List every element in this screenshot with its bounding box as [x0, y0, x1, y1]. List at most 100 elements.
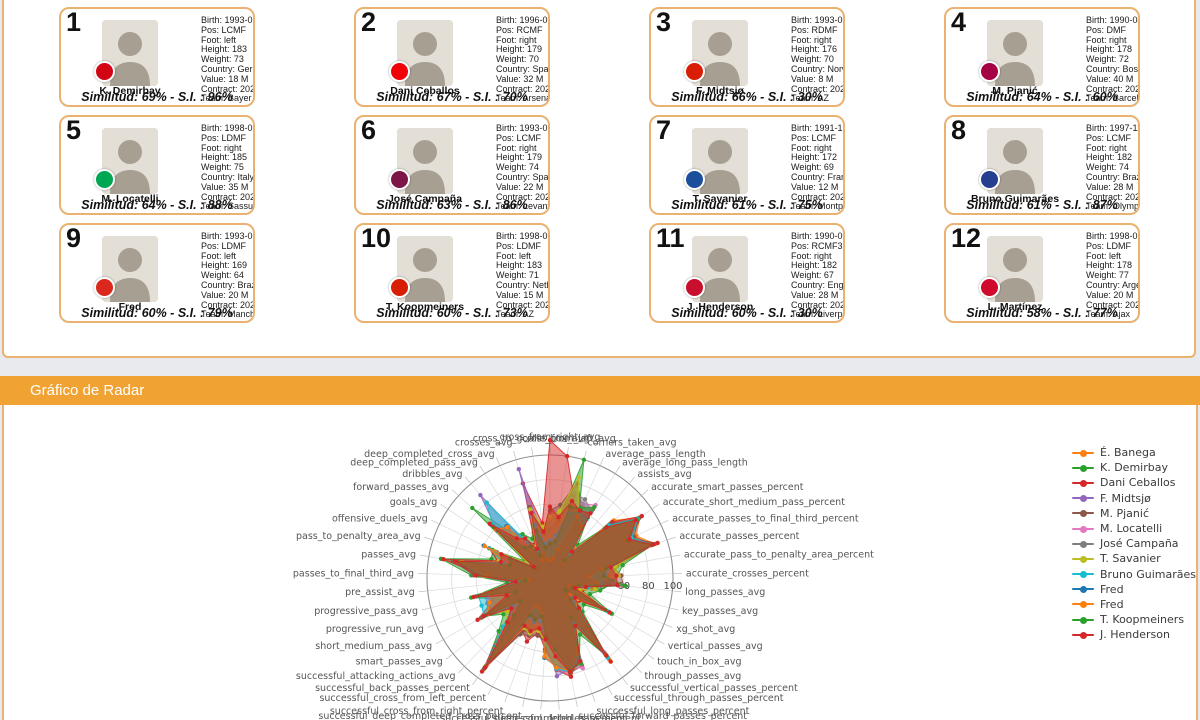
- radar-axis-label: successful_cross_from_right_percent: [330, 706, 504, 717]
- player-info-line: Value: 28 M: [791, 289, 839, 300]
- player-card[interactable]: 3 F. Midtsjø Birth: 1993-08-11Pos: RDMFFoo…: [649, 7, 845, 107]
- player-info-line: Foot: right: [496, 34, 537, 45]
- radar-axis-label: successful_cross_from_left_percent: [319, 693, 486, 704]
- player-info-line: Contract: 2023-06-30: [496, 83, 550, 94]
- radar-axis-label: deep_completed_cross_avg: [364, 449, 495, 460]
- axis-leader-line: [558, 701, 560, 710]
- radar-data-point: [623, 583, 628, 589]
- player-card[interactable]: 4 M. Pjanić Birth: 1990-04-02Pos: DMFFoot:…: [944, 7, 1140, 107]
- player-card[interactable]: 5 M. Locatelli Birth: 1998-01-08Pos: LDMFF…: [59, 115, 255, 215]
- legend-item: M. Pjanić: [1072, 506, 1196, 521]
- radar-axis-label: smart_passes_avg: [356, 657, 443, 668]
- radar-data-point: [535, 633, 540, 638]
- player-card[interactable]: 12 L. Martínez Birth: 1998-01-18Pos: LDMFF…: [944, 223, 1140, 323]
- radar-data-point: [607, 610, 612, 615]
- player-info-line: Value: 28 M: [1086, 181, 1134, 192]
- radar-axis-label: successful_long_passes_percent: [597, 706, 750, 717]
- radar-data-point: [509, 606, 514, 611]
- radar-data-point: [505, 620, 510, 625]
- player-info-line: Birth: 1998-01-18: [1086, 231, 1138, 241]
- radar-data-point: [639, 513, 644, 519]
- player-info-line: Team: AZ: [791, 93, 830, 104]
- radar-axis-label: short_medium_pass_avg: [315, 641, 432, 652]
- player-info-line: Contract: 2024-06-30: [1086, 191, 1140, 202]
- player-info-line: Foot: left: [201, 34, 237, 45]
- radar-data-point: [475, 617, 480, 622]
- radar-data-point: [593, 587, 598, 592]
- radar-data-point: [547, 504, 553, 509]
- radar-data-point: [529, 510, 534, 516]
- similarity-score: Similitud: 69% - S.I. : 96%: [81, 90, 233, 104]
- radar-data-point: [633, 518, 638, 523]
- player-info-line: Pos: LDMF: [1086, 240, 1132, 251]
- player-card[interactable]: 8 Bruno Guimarães Birth: 1997-11-16Pos: LC…: [944, 115, 1140, 215]
- player-card[interactable]: 2 Dani Ceballos Birth: 1996-08-07Pos: RCMF…: [354, 7, 550, 107]
- legend-marker-icon: [1072, 600, 1094, 609]
- radar-data-point: [564, 454, 570, 459]
- axis-leader-line: [504, 694, 508, 703]
- player-info-line: Contract: 2023-06-30: [1086, 299, 1140, 310]
- legend-item: Bruno Guimarães: [1072, 567, 1196, 582]
- radar-data-point: [578, 659, 583, 664]
- radar-axis-label: cross_from_right_avg: [500, 432, 601, 443]
- radar-data-point: [513, 579, 518, 584]
- radar-data-point: [528, 507, 533, 512]
- radar-data-point: [614, 573, 619, 578]
- player-info-line: Birth: 1990-04-02: [1086, 15, 1138, 25]
- player-info-line: Birth: 1998-01-08: [201, 123, 253, 133]
- legend-label: Bruno Guimarães: [1100, 567, 1197, 581]
- axis-leader-line: [479, 465, 485, 474]
- radar-data-point: [558, 502, 563, 508]
- radar-axis-label: through_passes_avg: [644, 671, 741, 682]
- radar-data-point: [482, 544, 487, 549]
- radar-data-point: [501, 612, 506, 617]
- player-info-line: Team: Manchester United: [201, 309, 255, 320]
- club-badge-icon: [979, 61, 1000, 82]
- similarity-score: Similitud: 58% - S.I. : 77%: [966, 306, 1118, 320]
- legend-item: Fred: [1072, 597, 1196, 612]
- player-card[interactable]: 10 T. Koopmeiners Birth: 1998-02-28Pos: LD…: [354, 223, 550, 323]
- radar-data-point: [557, 508, 562, 514]
- player-card[interactable]: 7 T. Savanier Birth: 1991-12-22Pos: LCMFFo…: [649, 115, 845, 215]
- player-card[interactable]: 6 José Campaña Birth: 1993-05-31Pos: LCMFF…: [354, 115, 550, 215]
- player-info-line: Country: France: [791, 171, 843, 182]
- player-name: Bruno Guimarães: [970, 193, 1060, 205]
- legend-label: José Campaña: [1100, 537, 1179, 551]
- player-card[interactable]: 1 K. Demirbay Birth: 1993-07-03Pos: LCMFFo…: [59, 7, 255, 107]
- club-badge-icon: [684, 277, 705, 298]
- radar-data-point: [569, 549, 575, 554]
- legend-marker-icon: [1072, 631, 1094, 639]
- radar-data-point: [604, 653, 609, 658]
- player-info-line: Height: 183: [496, 260, 543, 271]
- radar-data-point: [489, 556, 494, 562]
- legend-label: Dani Ceballos: [1100, 476, 1176, 490]
- radar-axis-label: touch_in_box_avg: [657, 657, 741, 668]
- player-info-line: Country: Netherlands: [496, 279, 548, 290]
- radar-data-point: [554, 674, 560, 679]
- player-info-line: Foot: right: [791, 34, 832, 45]
- radar-data-point: [478, 492, 483, 498]
- player-info-line: Pos: DMF: [1086, 24, 1127, 35]
- radar-axis-label: passes_to_final_third_avg: [293, 568, 414, 579]
- radar-data-point: [556, 514, 561, 520]
- radar-data-point: [573, 623, 578, 628]
- legend-item: É. Banega: [1072, 445, 1196, 460]
- radar-data-point: [582, 497, 588, 502]
- radar-data-point: [487, 521, 492, 526]
- player-info-line: Value: 12 M: [791, 181, 839, 192]
- player-rank: 12: [951, 223, 982, 253]
- radar-data-point: [542, 654, 547, 659]
- player-card[interactable]: 11 J. Henderson Birth: 1990-06-17Pos: RCMF…: [649, 223, 845, 323]
- radar-data-point: [650, 542, 656, 547]
- axis-leader-line: [513, 451, 517, 459]
- player-info-line: Pos: LCMF: [1086, 132, 1132, 143]
- player-info-line: Country: Argentina: [1086, 279, 1140, 290]
- legend-item: T. Koopmeiners: [1072, 612, 1196, 627]
- club-badge-icon: [94, 169, 115, 190]
- legend-marker-icon: [1072, 525, 1094, 533]
- legend-marker-icon: [1072, 570, 1094, 579]
